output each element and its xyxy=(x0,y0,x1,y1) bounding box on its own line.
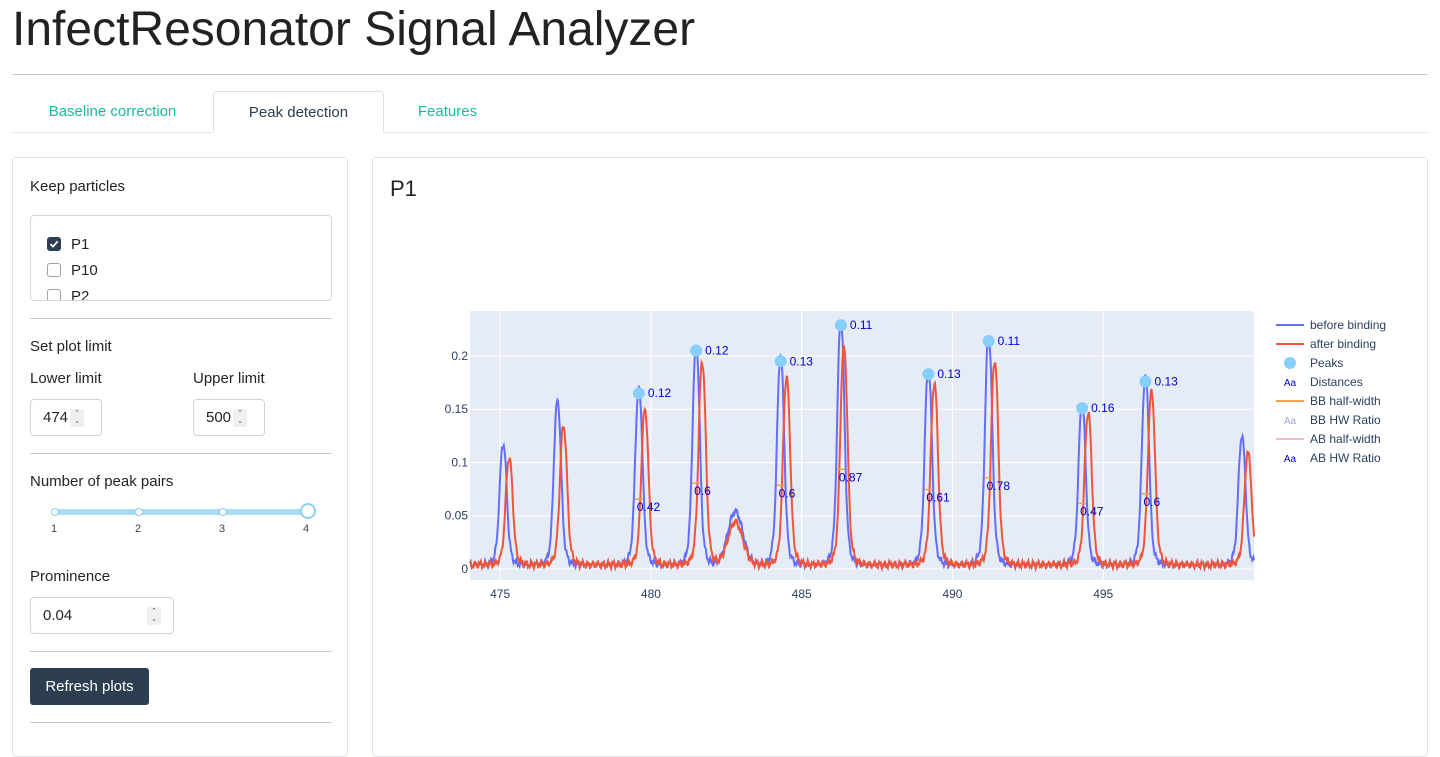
legend-item-bb-hw-ratio[interactable]: BB HW Ratio xyxy=(1310,413,1381,427)
slider-tick-label: 2 xyxy=(128,523,148,535)
peak-distance-label: 0.12 xyxy=(705,344,729,358)
spinner-icon[interactable]: ⌃ ⌄ xyxy=(70,409,84,427)
keep-particles-label: Keep particles xyxy=(30,178,125,195)
slider-tick-label: 4 xyxy=(296,523,316,535)
particle-option-p10[interactable]: P10 xyxy=(47,259,98,281)
hw-ratio-label: 0.6 xyxy=(694,484,711,498)
slider-step-dot[interactable] xyxy=(51,508,59,516)
legend-item-ab-hw-ratio-swatch[interactable]: Aa xyxy=(1284,454,1297,465)
particle-label: P1 xyxy=(71,236,89,253)
spinner-icon[interactable]: ⌃ ⌄ xyxy=(233,409,247,427)
sidebar-divider xyxy=(30,318,332,319)
legend-item-after-binding[interactable]: after binding xyxy=(1310,337,1376,351)
peak-marker[interactable] xyxy=(1139,376,1151,388)
peak-marker[interactable] xyxy=(633,387,645,399)
hw-ratio-label: 0.6 xyxy=(1143,495,1160,509)
x-tick-label: 490 xyxy=(942,587,962,601)
plot-area[interactable] xyxy=(470,311,1254,580)
hw-ratio-label: 0.87 xyxy=(839,470,863,484)
upper-limit-input[interactable]: 500 ⌃ ⌄ xyxy=(193,399,265,436)
checkbox-icon[interactable] xyxy=(47,289,61,301)
upper-limit-value: 500 xyxy=(194,409,231,426)
lower-limit-label: Lower limit xyxy=(30,370,102,387)
particle-label: P10 xyxy=(71,262,98,279)
slider-step-dot[interactable] xyxy=(135,508,143,516)
hw-ratio-label: 0.47 xyxy=(1080,504,1104,518)
title-divider xyxy=(12,74,1428,75)
peak-marker[interactable] xyxy=(775,355,787,367)
particle-option-p2[interactable]: P2 xyxy=(47,285,89,301)
peak-marker[interactable] xyxy=(835,319,847,331)
hw-ratio-label: 0.6 xyxy=(779,486,796,500)
lower-limit-input[interactable]: 474 ⌃ ⌄ xyxy=(30,399,102,436)
peak-pairs-label: Number of peak pairs xyxy=(30,473,173,490)
hw-ratio-label: 0.42 xyxy=(637,500,661,514)
x-tick-label: 480 xyxy=(641,587,661,601)
signal-chart[interactable]: 475 480 485 490 495 0 0.05 0.1 0.15 0.2 0.12 0.12 0.… xyxy=(373,158,1427,756)
slider-handle[interactable] xyxy=(300,503,316,519)
y-tick-label: 0 xyxy=(461,562,468,576)
app-title: InfectResonator Signal Analyzer xyxy=(12,2,695,57)
y-tick-label: 0.1 xyxy=(451,455,468,469)
particle-option-p1[interactable]: P1 xyxy=(47,233,89,255)
peak-distance-label: 0.13 xyxy=(1154,375,1178,389)
peak-marker[interactable] xyxy=(922,368,934,380)
lower-limit-value: 474 xyxy=(31,409,68,426)
peak-distance-label: 0.12 xyxy=(648,386,672,400)
spinner-icon[interactable]: ⌃ ⌄ xyxy=(147,607,161,625)
checkbox-checked-icon[interactable] xyxy=(47,237,61,251)
checkbox-icon[interactable] xyxy=(47,263,61,277)
plot-card: P1 475 480 485 490 495 0 0.05 0.1 0.15 0.2 0.12 0.1… xyxy=(372,157,1428,757)
x-tick-label: 485 xyxy=(792,587,812,601)
prominence-input[interactable]: 0.04 ⌃ ⌄ xyxy=(30,597,174,634)
hw-ratio-label: 0.61 xyxy=(926,491,950,505)
upper-limit-label: Upper limit xyxy=(193,370,265,387)
sidebar-divider xyxy=(30,453,332,454)
peak-marker[interactable] xyxy=(1076,402,1088,414)
tab-baseline-correction[interactable]: Baseline correction xyxy=(12,91,213,132)
peak-marker[interactable] xyxy=(983,335,995,347)
peak-pairs-slider[interactable]: 1 2 3 4 xyxy=(30,503,332,543)
x-tick-label: 495 xyxy=(1093,587,1113,601)
hw-ratio-label: 0.78 xyxy=(987,479,1011,493)
legend-item-distances-swatch[interactable]: Aa xyxy=(1284,378,1297,389)
peak-distance-label: 0.13 xyxy=(937,367,961,381)
slider-tick-label: 1 xyxy=(44,523,64,535)
sidebar-divider xyxy=(30,651,332,652)
peak-distance-label: 0.16 xyxy=(1091,401,1115,415)
tab-peak-detection[interactable]: Peak detection xyxy=(213,91,384,133)
peak-distance-label: 0.11 xyxy=(850,318,873,332)
slider-tick-label: 3 xyxy=(212,523,232,535)
sidebar-divider xyxy=(30,722,332,723)
y-tick-label: 0.15 xyxy=(445,402,469,416)
y-tick-label: 0.05 xyxy=(445,509,469,523)
slider-step-dot[interactable] xyxy=(219,508,227,516)
legend-item-distances[interactable]: Distances xyxy=(1310,375,1363,389)
tab-features[interactable]: Features xyxy=(384,91,511,132)
legend-item-peaks[interactable]: Peaks xyxy=(1310,356,1343,370)
legend-item-peaks-swatch[interactable] xyxy=(1284,357,1296,369)
y-tick-label: 0.2 xyxy=(451,349,468,363)
peak-distance-label: 0.13 xyxy=(790,354,814,368)
sidebar-panel: Keep particles P1 P10 P2 Set plot limit … xyxy=(12,157,348,757)
legend-item-ab-half-width[interactable]: AB half-width xyxy=(1310,432,1381,446)
legend-item-bb-half-width[interactable]: BB half-width xyxy=(1310,394,1381,408)
refresh-plots-button[interactable]: Refresh plots xyxy=(30,668,149,705)
tab-bar: Baseline correction Peak detection Featu… xyxy=(12,91,1428,133)
slider-track[interactable] xyxy=(54,509,306,515)
legend-item-before-binding[interactable]: before binding xyxy=(1310,318,1386,332)
prominence-label: Prominence xyxy=(30,568,110,585)
peak-marker[interactable] xyxy=(690,345,702,357)
peak-distance-label: 0.11 xyxy=(998,334,1021,348)
particle-label: P2 xyxy=(71,288,89,302)
x-tick-label: 475 xyxy=(490,587,510,601)
legend-item-ab-hw-ratio[interactable]: AB HW Ratio xyxy=(1310,451,1381,465)
plot-limit-label: Set plot limit xyxy=(30,338,112,355)
particle-checkbox-list[interactable]: P1 P10 P2 xyxy=(30,215,332,301)
legend-item-bb-hw-ratio-swatch[interactable]: Aa xyxy=(1284,416,1297,427)
prominence-value: 0.04 xyxy=(31,607,72,624)
